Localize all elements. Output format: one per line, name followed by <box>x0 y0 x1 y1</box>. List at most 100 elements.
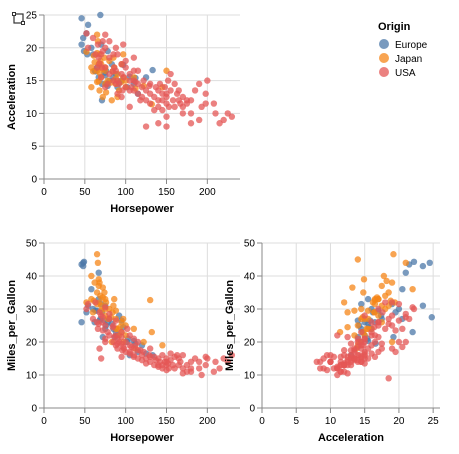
data-point-usa <box>83 30 90 37</box>
data-point-japan <box>88 83 95 91</box>
data-point-japan <box>89 309 97 316</box>
data-point-europe <box>80 34 87 42</box>
data-point-usa <box>142 123 150 130</box>
data-point-usa <box>224 358 231 365</box>
data-point-usa <box>112 67 120 74</box>
x-tick-label: 200 <box>199 187 216 198</box>
data-point-usa <box>195 358 203 365</box>
data-point-usa <box>118 333 125 341</box>
data-point-usa <box>177 358 184 365</box>
data-point-japan <box>388 338 396 346</box>
data-point-japan <box>120 51 127 58</box>
x-tick-label: 5 <box>293 416 299 427</box>
data-point-usa <box>106 315 113 323</box>
y-tick-label: 10 <box>26 109 38 120</box>
data-point-japan <box>349 284 356 291</box>
y-tick-label: 10 <box>26 371 38 382</box>
y-axis-title: Miles_per_Gallon <box>224 280 236 371</box>
data-point-usa <box>202 361 209 369</box>
data-point-usa <box>112 44 120 51</box>
y-axis-title: Miles_per_Gallon <box>6 280 18 371</box>
data-point-usa <box>358 328 365 336</box>
data-point-japan <box>116 323 124 331</box>
data-point-japan <box>340 299 348 306</box>
data-point-usa <box>399 343 406 351</box>
data-point-usa <box>402 310 409 318</box>
data-point-europe <box>149 66 156 74</box>
legend-swatch-europe <box>379 39 389 49</box>
data-point-japan <box>375 295 382 303</box>
data-point-japan <box>88 272 95 280</box>
brush-selection-icon[interactable] <box>12 12 25 25</box>
legend: Origin Europe Japan USA <box>378 21 428 79</box>
data-point-usa <box>171 80 178 88</box>
data-point-usa <box>187 368 195 375</box>
data-point-usa <box>102 338 109 346</box>
data-point-japan <box>111 295 118 303</box>
data-point-usa <box>313 358 320 365</box>
y-tick-label: 10 <box>244 371 256 382</box>
data-point-usa <box>146 345 154 352</box>
data-point-usa <box>358 358 365 365</box>
data-point-europe <box>409 328 416 336</box>
x-tick-label: 0 <box>259 416 265 427</box>
data-point-japan <box>101 289 108 296</box>
data-point-usa <box>395 338 403 346</box>
data-point-usa <box>179 110 187 117</box>
data-point-usa <box>97 74 105 81</box>
data-point-japan <box>91 59 98 66</box>
data-point-japan <box>344 309 351 316</box>
data-point-usa <box>388 322 396 329</box>
panel-hp-vs-mpg: 0 50 100 150 200 0 10 20 30 40 50 Horsepower Miles_p… <box>6 239 240 444</box>
data-point-usa <box>118 328 125 336</box>
data-point-usa <box>115 80 123 88</box>
data-point-europe <box>399 286 406 293</box>
data-point-europe <box>395 305 403 313</box>
data-point-usa <box>167 70 174 78</box>
data-point-usa <box>102 64 109 71</box>
data-point-usa <box>395 317 403 324</box>
x-tick-label: 10 <box>325 416 337 427</box>
y-tick-label: 40 <box>26 272 38 283</box>
data-point-usa <box>368 350 375 357</box>
data-point-usa <box>140 77 147 84</box>
data-point-japan <box>96 87 103 94</box>
data-point-usa <box>334 332 341 339</box>
data-point-usa <box>97 355 105 362</box>
panel-hp-vs-acceleration: 0 50 100 150 200 0 5 10 15 20 25 Horsepower Accelera… <box>6 11 240 215</box>
data-point-europe <box>80 258 88 266</box>
data-point-usa <box>368 319 375 326</box>
data-point-usa <box>137 97 144 104</box>
data-point-japan <box>388 279 396 286</box>
data-point-usa <box>191 87 199 94</box>
data-point-usa <box>114 340 121 347</box>
data-point-usa <box>118 353 125 361</box>
data-point-usa <box>94 325 102 332</box>
data-point-usa <box>146 100 154 107</box>
data-point-usa <box>210 368 218 375</box>
data-point-usa <box>167 87 174 94</box>
data-point-usa <box>195 80 203 88</box>
data-point-usa <box>371 323 378 331</box>
legend-label-usa: USA <box>395 68 416 79</box>
data-point-usa <box>84 44 92 51</box>
data-point-usa <box>104 80 111 88</box>
data-point-usa <box>134 67 142 74</box>
data-point-japan <box>378 282 386 290</box>
data-point-usa <box>151 106 158 114</box>
y-tick-label: 25 <box>26 11 38 22</box>
x-axis-title: Acceleration <box>318 432 384 444</box>
data-point-japan <box>148 328 155 336</box>
data-point-japan <box>91 279 98 286</box>
y-tick-label: 0 <box>249 404 255 415</box>
data-point-usa <box>378 345 386 352</box>
data-point-usa <box>173 352 181 359</box>
data-point-europe <box>428 314 435 321</box>
data-point-europe <box>358 300 365 308</box>
data-point-usa <box>212 358 219 365</box>
panel-acceleration-vs-mpg: 0 5 10 15 20 25 0 10 20 30 40 50 Acceleration Miles_p… <box>224 239 440 444</box>
data-point-usa <box>202 90 209 97</box>
x-tick-label: 150 <box>158 187 175 198</box>
data-point-usa <box>385 375 392 382</box>
